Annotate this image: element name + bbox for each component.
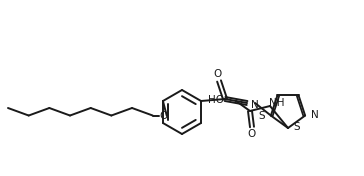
Text: O: O bbox=[159, 111, 167, 121]
Text: NH: NH bbox=[269, 98, 284, 108]
Text: HO: HO bbox=[208, 95, 224, 105]
Text: N: N bbox=[311, 110, 319, 120]
Text: O: O bbox=[248, 129, 256, 139]
Text: S: S bbox=[258, 111, 265, 121]
Text: N: N bbox=[251, 100, 259, 110]
Text: S: S bbox=[293, 122, 300, 132]
Text: O: O bbox=[213, 69, 221, 79]
